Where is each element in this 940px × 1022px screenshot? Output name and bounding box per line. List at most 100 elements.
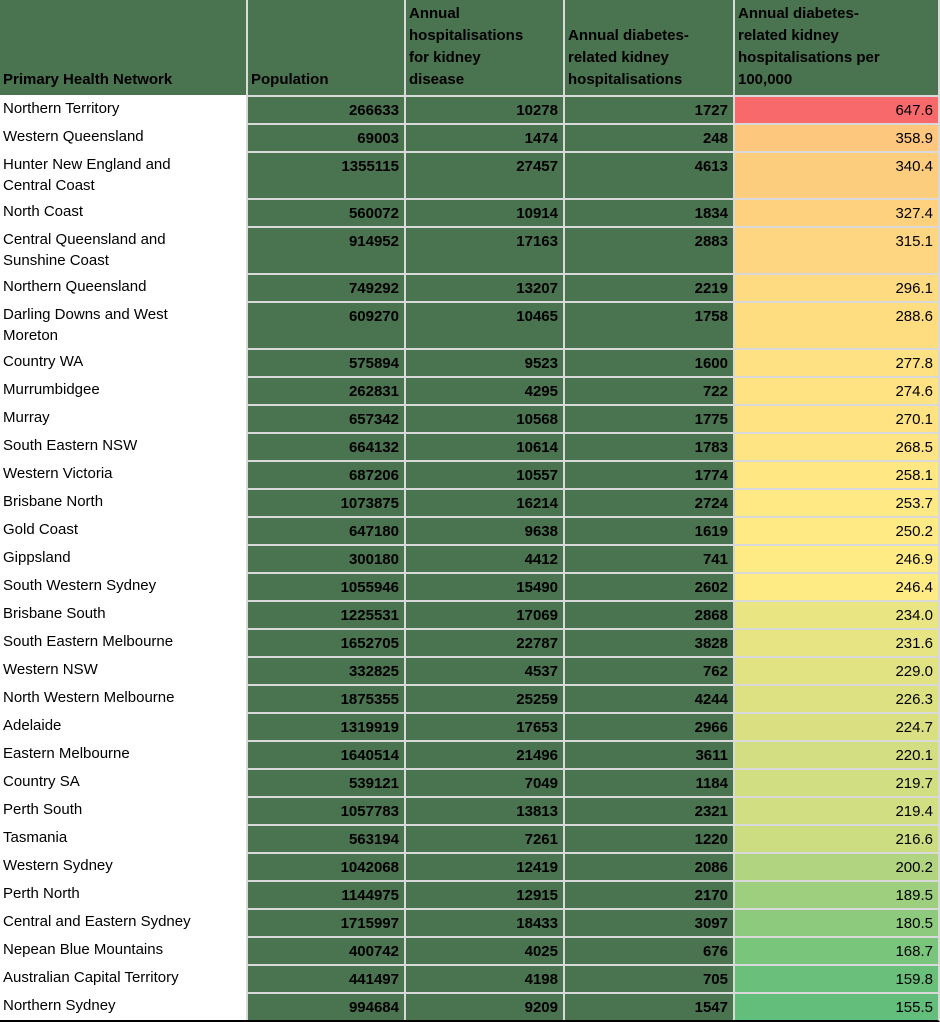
rate-cell: 200.2 xyxy=(733,852,938,880)
table-header-row: Primary Health Network Population Annual… xyxy=(0,0,938,95)
population-cell: 1144975 xyxy=(246,880,404,908)
rate-cell: 226.3 xyxy=(733,684,938,712)
diabetes-kidney-hospitalisations-cell: 4613 xyxy=(563,151,733,198)
table-row: Murray 657342 10568 1775 270.1 xyxy=(0,404,938,432)
rate-cell: 219.4 xyxy=(733,796,938,824)
rate-cell: 229.0 xyxy=(733,656,938,684)
phn-cell: Hunter New England and Central Coast xyxy=(0,151,246,198)
rate-cell: 258.1 xyxy=(733,460,938,488)
population-cell: 1057783 xyxy=(246,796,404,824)
diabetes-kidney-hospitalisations-cell: 1184 xyxy=(563,768,733,796)
table-row: Brisbane South 1225531 17069 2868 234.0 xyxy=(0,600,938,628)
diabetes-kidney-hospitalisations-cell: 705 xyxy=(563,964,733,992)
phn-cell: Country SA xyxy=(0,768,246,796)
diabetes-kidney-hospitalisations-cell: 1758 xyxy=(563,301,733,348)
population-cell: 749292 xyxy=(246,273,404,301)
diabetes-kidney-hospitalisations-cell: 1834 xyxy=(563,198,733,226)
population-cell: 1715997 xyxy=(246,908,404,936)
rate-cell: 296.1 xyxy=(733,273,938,301)
phn-cell: Western Sydney xyxy=(0,852,246,880)
rate-cell: 315.1 xyxy=(733,226,938,273)
kidney-hospitalisations-cell: 9638 xyxy=(404,516,563,544)
phn-cell: Brisbane South xyxy=(0,600,246,628)
table-row: Central and Eastern Sydney 1715997 18433 30… xyxy=(0,908,938,936)
population-cell: 664132 xyxy=(246,432,404,460)
population-cell: 914952 xyxy=(246,226,404,273)
phn-cell: Western Queensland xyxy=(0,123,246,151)
phn-cell: Central Queensland and Sunshine Coast xyxy=(0,226,246,273)
phn-cell: Tasmania xyxy=(0,824,246,852)
population-cell: 300180 xyxy=(246,544,404,572)
table-row: South Eastern Melbourne 1652705 22787 3828 2… xyxy=(0,628,938,656)
phn-cell: South Eastern NSW xyxy=(0,432,246,460)
population-cell: 441497 xyxy=(246,964,404,992)
diabetes-kidney-hospitalisations-cell: 1783 xyxy=(563,432,733,460)
table-row: Nepean Blue Mountains 400742 4025 676 168.7 xyxy=(0,936,938,964)
table-row: Perth North 1144975 12915 2170 189.5 xyxy=(0,880,938,908)
rate-cell: 246.9 xyxy=(733,544,938,572)
rate-cell: 231.6 xyxy=(733,628,938,656)
rate-cell: 155.5 xyxy=(733,992,938,1020)
kidney-hospitalisations-cell: 13813 xyxy=(404,796,563,824)
phn-cell: Australian Capital Territory xyxy=(0,964,246,992)
diabetes-kidney-hospitalisations-cell: 1775 xyxy=(563,404,733,432)
diabetes-kidney-hospitalisations-cell: 1600 xyxy=(563,348,733,376)
kidney-hospitalisations-cell: 4295 xyxy=(404,376,563,404)
diabetes-kidney-hospitalisations-cell: 3097 xyxy=(563,908,733,936)
column-header-population: Population xyxy=(246,0,404,95)
population-cell: 1355115 xyxy=(246,151,404,198)
table-row: Brisbane North 1073875 16214 2724 253.7 xyxy=(0,488,938,516)
kidney-hospitalisations-cell: 4025 xyxy=(404,936,563,964)
diabetes-kidney-hospitalisations-cell: 1220 xyxy=(563,824,733,852)
table-row: Northern Sydney 994684 9209 1547 155.5 xyxy=(0,992,938,1020)
rate-cell: 189.5 xyxy=(733,880,938,908)
table-row: Western Victoria 687206 10557 1774 258.1 xyxy=(0,460,938,488)
phn-cell: Darling Downs and West Moreton xyxy=(0,301,246,348)
population-cell: 1652705 xyxy=(246,628,404,656)
rate-cell: 274.6 xyxy=(733,376,938,404)
diabetes-kidney-hospitalisations-cell: 2966 xyxy=(563,712,733,740)
table-row: Australian Capital Territory 441497 4198 70… xyxy=(0,964,938,992)
table-row: Country WA 575894 9523 1600 277.8 xyxy=(0,348,938,376)
population-cell: 1875355 xyxy=(246,684,404,712)
population-cell: 563194 xyxy=(246,824,404,852)
kidney-hospitalisations-cell: 9523 xyxy=(404,348,563,376)
table-row: Northern Queensland 749292 13207 2219 296.1 xyxy=(0,273,938,301)
column-header-label: Primary Health Network xyxy=(3,71,173,88)
kidney-hospitalisations-cell: 16214 xyxy=(404,488,563,516)
rate-cell: 168.7 xyxy=(733,936,938,964)
phn-cell: South Western Sydney xyxy=(0,572,246,600)
kidney-hospitalisations-cell: 9209 xyxy=(404,992,563,1020)
phn-cell: Central and Eastern Sydney xyxy=(0,908,246,936)
population-cell: 1640514 xyxy=(246,740,404,768)
diabetes-kidney-hospitalisations-cell: 2086 xyxy=(563,852,733,880)
rate-cell: 647.6 xyxy=(733,95,938,123)
population-cell: 539121 xyxy=(246,768,404,796)
population-cell: 262831 xyxy=(246,376,404,404)
diabetes-kidney-hospitalisations-cell: 741 xyxy=(563,544,733,572)
population-cell: 994684 xyxy=(246,992,404,1020)
kidney-hospitalisations-cell: 15490 xyxy=(404,572,563,600)
kidney-hospitalisations-cell: 12419 xyxy=(404,852,563,880)
rate-cell: 224.7 xyxy=(733,712,938,740)
rate-cell: 219.7 xyxy=(733,768,938,796)
table-row: Darling Downs and West Moreton 609270 1046… xyxy=(0,301,938,348)
phn-cell: South Eastern Melbourne xyxy=(0,628,246,656)
population-cell: 332825 xyxy=(246,656,404,684)
rate-cell: 270.1 xyxy=(733,404,938,432)
population-cell: 687206 xyxy=(246,460,404,488)
phn-cell: Perth North xyxy=(0,880,246,908)
rate-cell: 253.7 xyxy=(733,488,938,516)
rate-cell: 288.6 xyxy=(733,301,938,348)
rate-cell: 268.5 xyxy=(733,432,938,460)
kidney-hospitalisations-cell: 10914 xyxy=(404,198,563,226)
column-header-label: Annual diabetes-related kidney hospitali… xyxy=(568,27,689,88)
column-header-label: Annual diabetes-related kidney hospitali… xyxy=(738,5,880,88)
table-row: Hunter New England and Central Coast 1355… xyxy=(0,151,938,198)
phn-cell: Brisbane North xyxy=(0,488,246,516)
kidney-hospitalisations-cell: 4412 xyxy=(404,544,563,572)
rate-cell: 180.5 xyxy=(733,908,938,936)
table-row: Western Queensland 69003 1474 248 358.9 xyxy=(0,123,938,151)
diabetes-kidney-hospitalisations-cell: 722 xyxy=(563,376,733,404)
